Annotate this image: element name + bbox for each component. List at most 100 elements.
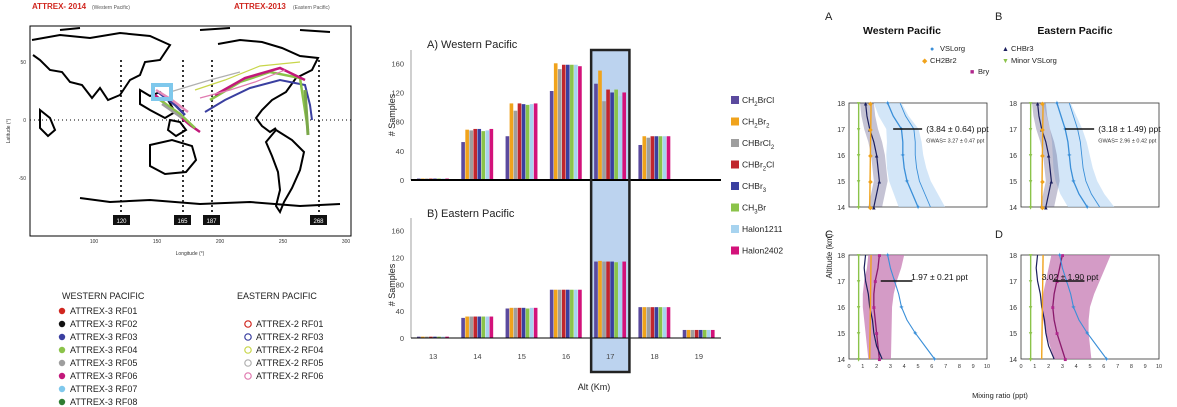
profile-xtick-label: 6 [930,364,933,370]
legend-chbr3-label: CHBr3 [1011,44,1034,53]
profile-xtick-label: 7 [944,364,947,370]
bar-b-halon1211-16 [574,289,578,338]
legend-western-pacific: WESTERN PACIFIC ATTREX-3 RF01 ATTREX-3 RF… [58,291,145,407]
bar-b-halon1211-17 [618,261,622,338]
bar-b-halon1211-14 [485,316,490,338]
minor-vsl-point: ▼ [856,332,862,338]
bar-ytick-label: 120 [391,254,404,263]
profile-ytick-label: 14 [837,205,845,212]
vsl-point: ✦ [932,356,938,364]
profile-xtick-label: 5 [916,364,919,370]
minor-vsl-point: ▼ [1028,206,1034,212]
legend-chbr3-marker: ▲ [1002,46,1009,53]
minor-vsl-point: ▼ [1028,306,1034,312]
chbr3-point: ▲ [874,154,880,160]
bar-xtick-label: 13 [429,352,437,361]
minor-vsl-point: ▼ [1028,358,1034,364]
bry-point: ■ [875,332,879,338]
legend-minor-label: Minor VSLorg [1011,56,1057,65]
profile-ytick-label: 17 [1009,279,1017,286]
bar-legend-label: CHBr3 [742,181,767,194]
minor-vsl-point: ▼ [1028,180,1034,186]
legend-west-label: ATTREX-3 RF05 [70,358,137,368]
vsl-range-band [873,103,946,207]
bar-a-chbrcl2-17 [602,101,606,180]
vsl-mean-line [1056,102,1088,208]
profile-xtick-label: 4 [1075,364,1078,370]
profile-ytick-label: 18 [1009,101,1017,108]
legend-ch2br2-marker: ◆ [922,58,928,65]
map-title-right-sub: (Eastern Pacific) [293,5,330,11]
svg-text:200: 200 [216,239,225,245]
bar-b-chbr2cl-15 [517,307,522,338]
profile-xtick-label: 2 [1047,364,1050,370]
ch2br2-point: ◆ [868,102,873,108]
bry-point: ■ [878,254,882,260]
profile-xtick-label: 7 [1116,364,1119,370]
legend-west-marker [58,320,66,328]
map-title-right: ATTREX-2013 [234,2,286,11]
bar-a-ch2brcl-16 [549,91,554,180]
bar-b-chbrcl2-14 [469,316,473,338]
bar-legend-label: Halon2402 [742,246,783,256]
bar-ytick-label: 160 [391,227,404,236]
bar-ytick-label: 80 [396,280,404,289]
profile-xtick-label: 0 [1019,364,1022,370]
vsl-point: ✦ [1104,356,1110,364]
bar-b-halon2402-13 [445,336,449,338]
bar-b-halon1211-19 [706,329,711,338]
svg-text:300: 300 [342,239,351,245]
map-title-left-sub: (Western Pacific) [92,5,130,11]
legend-east-label: ATTREX-2 RF06 [256,371,323,381]
chbr3-point: ▲ [863,102,869,108]
minor-vsl-point: ▼ [856,154,862,160]
minor-vsl-point: ▼ [1028,154,1034,160]
profile-xtick-label: 10 [1156,364,1162,370]
profile-xtick-label: 4 [903,364,906,370]
bar-b-ch3br-13 [437,336,441,338]
profile-ytick-label: 17 [1009,127,1017,134]
minor-vsl-point: ▼ [1028,332,1034,338]
panel-letter-c: C [825,229,833,241]
bry-point: ■ [873,280,877,286]
map-panel: ATTREX- 2014 (Western Pacific) ATTREX-20… [6,2,352,257]
bar-b-chbr3-13 [433,336,437,338]
vsl-point: ✦ [1084,204,1090,212]
panel-a-title: Western Pacific [863,25,941,37]
vsl-point: ✦ [1054,100,1060,108]
legend-east-title: EASTERN PACIFIC [237,291,317,301]
bar-a-chbr2cl-18 [650,136,655,180]
legend-east-marker [244,333,252,341]
ch2br2-point: ◆ [868,128,873,134]
chbr3-point: ▲ [871,206,877,212]
bar-b-halon2402-14 [489,316,494,338]
legend-eastern-pacific: EASTERN PACIFIC ATTREX-2 RF01 ATTREX-2 RF… [237,291,323,381]
bar-b-chbr2cl-16 [561,289,566,338]
bry-point: ■ [1055,332,1059,338]
bar-a-ch2brcl-14 [461,142,465,180]
bar-a-chbrcl2-14 [469,130,473,180]
legend-east-label: ATTREX-2 RF05 [256,358,323,368]
bar-b-chbr2cl-14 [473,316,478,338]
bar-a-ch2br2-17 [598,70,602,180]
profile-xtick-label: 8 [1130,364,1133,370]
bar-b-ch2brcl-15 [505,308,510,338]
vsl-gwas-line [899,102,931,208]
profile-xtick-label: 5 [1088,364,1091,370]
legend-west-label: ATTREX-3 RF01 [70,306,137,316]
bry-point: ■ [872,306,876,312]
bry-point: ■ [1061,254,1065,260]
bar-ytick-label: 80 [396,118,404,127]
minor-vsl-point: ▼ [856,254,862,260]
profile-xtick-label: 1 [1033,364,1036,370]
bar-a-chbr3-15 [521,104,526,180]
profile-ytick-label: 18 [837,101,845,108]
bar-b-ch2brcl-13 [417,336,421,338]
svg-text:100: 100 [90,239,99,245]
bry-point: ■ [1051,306,1055,312]
minor-vsl-point: ▼ [1028,128,1034,134]
bar-b-ch3br-17 [614,262,618,338]
chbr3-mean-line [864,102,880,208]
bar-b-chbr3-18 [654,307,659,338]
highlight-outline [589,48,631,374]
